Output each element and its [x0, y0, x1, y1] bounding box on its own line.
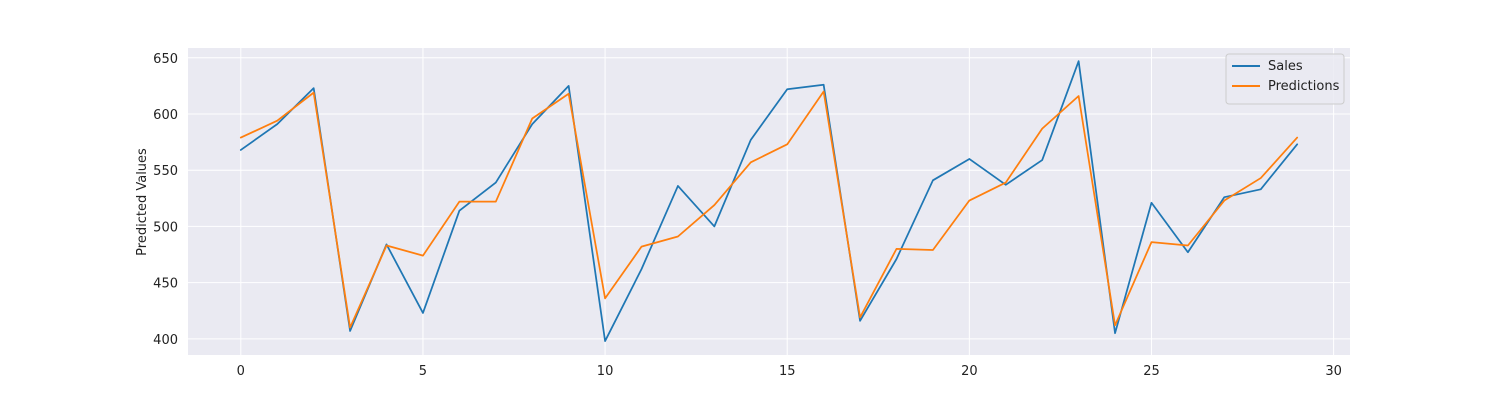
series-line-predictions	[239, 90, 1299, 329]
x-tick-label: 20	[961, 364, 978, 379]
y-axis-label: Predicted Values	[135, 148, 150, 256]
x-tick-label: 5	[419, 364, 427, 379]
grid-lines	[188, 48, 1350, 355]
series-lines	[239, 60, 1299, 342]
y-tick-label: 650	[153, 52, 178, 67]
legend: Sales Predictions	[1225, 53, 1345, 105]
legend-label: Predictions	[1268, 79, 1340, 94]
x-tick-label: 25	[1143, 364, 1160, 379]
y-tick-label: 550	[153, 164, 178, 179]
x-tick-label: 15	[779, 364, 796, 379]
x-tick-label: 30	[1325, 364, 1342, 379]
x-tick-label: 0	[237, 364, 245, 379]
x-tick-label: 10	[597, 364, 614, 379]
legend-label: Sales	[1268, 59, 1303, 74]
y-tick-label: 600	[153, 108, 178, 123]
y-axis-ticks: 400 450 500 550 600 650	[153, 52, 178, 348]
x-axis-ticks: 0 5 10 15 20 25 30	[237, 364, 1342, 379]
y-tick-label: 500	[153, 220, 178, 235]
y-tick-label: 450	[153, 277, 178, 292]
y-tick-label: 400	[153, 333, 178, 348]
plot-background	[188, 48, 1350, 355]
